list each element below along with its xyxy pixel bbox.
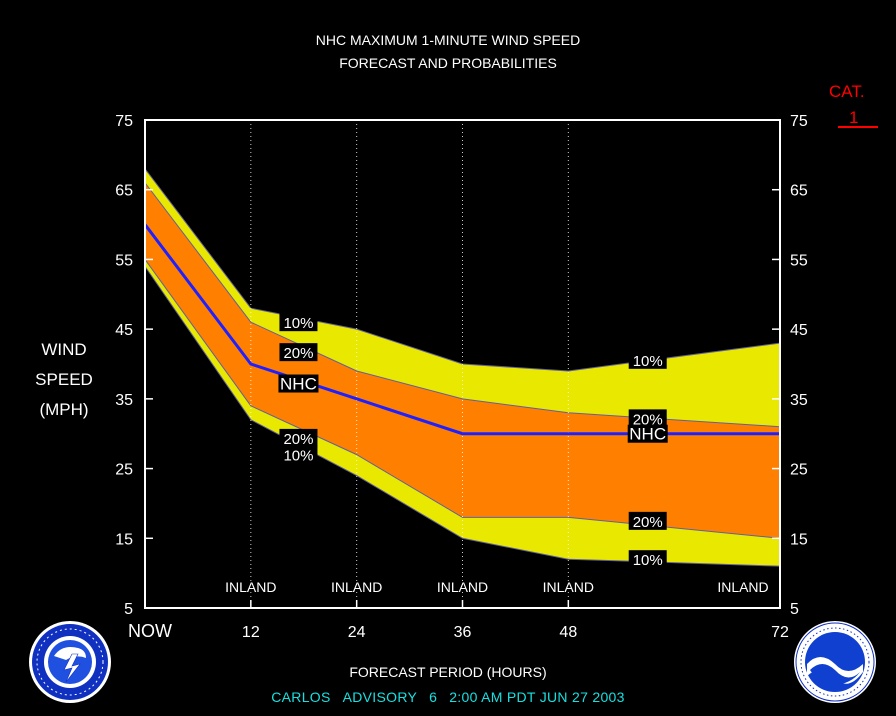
inland-label: INLAND: [717, 579, 768, 595]
annotation-box: [279, 428, 318, 447]
y-tick-label-left: 55: [115, 252, 133, 269]
noaa-logo: [794, 621, 876, 703]
annotation-box: [279, 313, 318, 332]
category-underline: [838, 126, 878, 128]
x-tick-label: 36: [454, 624, 472, 641]
y-tick-label-right: 35: [790, 392, 808, 409]
ylabel-line3: (MPH): [39, 400, 89, 419]
chart-title-line2: FORECAST AND PROBABILITIES: [339, 55, 557, 71]
annotation-20pct: 20%: [628, 409, 667, 428]
annotation-box: [628, 350, 667, 369]
y-tick-label-left: 65: [115, 183, 133, 200]
annotation-box: [278, 374, 319, 393]
band20-upper-edge: [144, 182, 781, 428]
annotation-10pct: 10%: [628, 350, 667, 370]
y-tick-label-left: 45: [115, 322, 133, 339]
y-tick-label-left: 5: [124, 601, 133, 618]
band10-lower-edge: [144, 266, 781, 567]
x-tick-label: 48: [559, 624, 577, 641]
x-tick-label: 12: [242, 624, 260, 641]
inland-label: INLAND: [225, 579, 276, 595]
annotation-10pct: 10%: [628, 550, 667, 569]
y-tick-label-right: 65: [790, 183, 808, 200]
annotation-text: 20%: [283, 431, 313, 448]
annotation-20pct: 20%: [628, 511, 667, 531]
advisory-time: 2:00 AM PDT JUN 27 2003: [449, 689, 625, 705]
chart-title-line1: NHC MAXIMUM 1-MINUTE WIND SPEED: [315, 32, 581, 48]
annotation-box: [279, 343, 318, 362]
annotation-text: 10%: [633, 552, 663, 569]
band20-lower-edge: [144, 259, 781, 539]
probability-bands: [144, 168, 781, 567]
annotation-box: [627, 424, 668, 443]
annotation-box: [628, 511, 667, 530]
annotation-text: NHC: [280, 375, 317, 394]
annotation-nhc: NHC: [627, 424, 668, 444]
annotation-text: 20%: [283, 345, 313, 362]
annotation-20pct: 20%: [279, 428, 318, 448]
axis-ticks: [144, 119, 781, 609]
band10-upper-edge: [144, 168, 781, 372]
y-tick-label-right: 5: [790, 601, 799, 618]
annotation-20pct: 20%: [279, 343, 318, 362]
y-tick-label-right: 75: [790, 113, 808, 130]
y-tick-label-left: 35: [115, 392, 133, 409]
category-label: CAT.: [829, 82, 865, 101]
y-tick-label-left: 15: [115, 531, 133, 548]
storm-name: CARLOS: [271, 689, 331, 705]
y-tick-label-right: 25: [790, 462, 808, 479]
x-tick-label: NOW: [128, 621, 172, 641]
forecast-line-group: [143, 223, 780, 436]
ylabel-line2: SPEED: [35, 370, 93, 389]
y-tick-label-right: 45: [790, 322, 808, 339]
annotation-nhc: NHC: [278, 374, 319, 394]
advisory-line: CARLOS ADVISORY 6 2:00 AM PDT JUN 27 2003: [0, 689, 896, 705]
nws-logo: [29, 621, 111, 703]
annotation-text: 10%: [283, 315, 313, 332]
band20-area: [145, 182, 780, 539]
annotation-text: 10%: [633, 353, 663, 370]
annotation-box: [279, 445, 318, 464]
y-tick-label-left: 75: [115, 113, 133, 130]
annotation-text: 20%: [633, 514, 663, 531]
advisory-number: 6: [429, 689, 438, 705]
inland-label: INLAND: [331, 579, 382, 595]
inland-label: INLAND: [437, 579, 488, 595]
advisory-text: ADVISORY: [342, 689, 418, 705]
inland-label: INLAND: [543, 579, 594, 595]
annotation-box: [628, 550, 667, 569]
annotation-10pct: 10%: [279, 313, 318, 332]
x-tick-label: 72: [771, 624, 789, 641]
y-tick-label-left: 25: [115, 462, 133, 479]
annotation-text: 20%: [633, 411, 663, 428]
annotation-text: 10%: [283, 448, 313, 465]
annotation-10pct: 10%: [279, 445, 318, 465]
x-tick-label: 24: [348, 624, 366, 641]
y-tick-label-right: 55: [790, 252, 808, 269]
annotation-text: NHC: [629, 425, 666, 444]
y-tick-label-right: 15: [790, 531, 808, 548]
category-value: 1: [849, 108, 859, 127]
xlabel: FORECAST PERIOD (HOURS): [349, 664, 547, 680]
forecast-line: [143, 223, 780, 436]
ylabel-line1: WIND: [41, 340, 87, 359]
annotation-box: [628, 409, 667, 428]
